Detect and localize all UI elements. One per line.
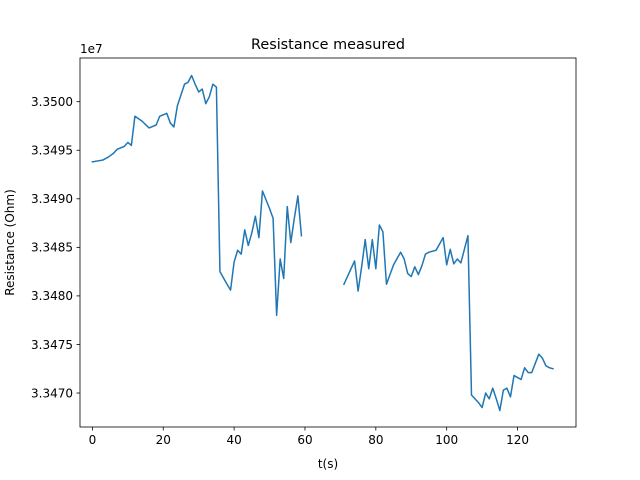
axes-frame (79, 57, 577, 428)
y-tick-label: 3.3495 (31, 144, 73, 158)
y-tick-label: 3.3480 (31, 289, 73, 303)
y-axis-label: Resistance (Ohm) (3, 189, 17, 296)
x-tick-label: 80 (368, 433, 383, 447)
y-tick-label: 3.3485 (31, 241, 73, 255)
y-offset-label: 1e7 (80, 42, 103, 56)
y-tick-label: 3.3500 (31, 95, 73, 109)
plot-area (91, 74, 554, 412)
x-tick-label: 20 (156, 433, 171, 447)
series-line (91, 74, 303, 317)
y-tick-label: 3.3470 (31, 386, 73, 400)
x-tick-label: 120 (506, 433, 529, 447)
y-tick-label: 3.3475 (31, 338, 73, 352)
y-tick-label: 3.3490 (31, 192, 73, 206)
x-axis-ticks: 0 20 40 60 80 100 120 (89, 427, 529, 447)
x-tick-label: 0 (89, 433, 97, 447)
x-tick-label: 40 (226, 433, 241, 447)
x-tick-label: 100 (435, 433, 458, 447)
series-line (342, 224, 554, 412)
x-axis-label: t(s) (318, 457, 338, 471)
chart-title: Resistance measured (251, 37, 405, 53)
y-axis-ticks: 3.3470 3.3475 3.3480 3.3485 3.3490 3.3495 3.35… (31, 95, 80, 400)
x-tick-label: 60 (297, 433, 312, 447)
